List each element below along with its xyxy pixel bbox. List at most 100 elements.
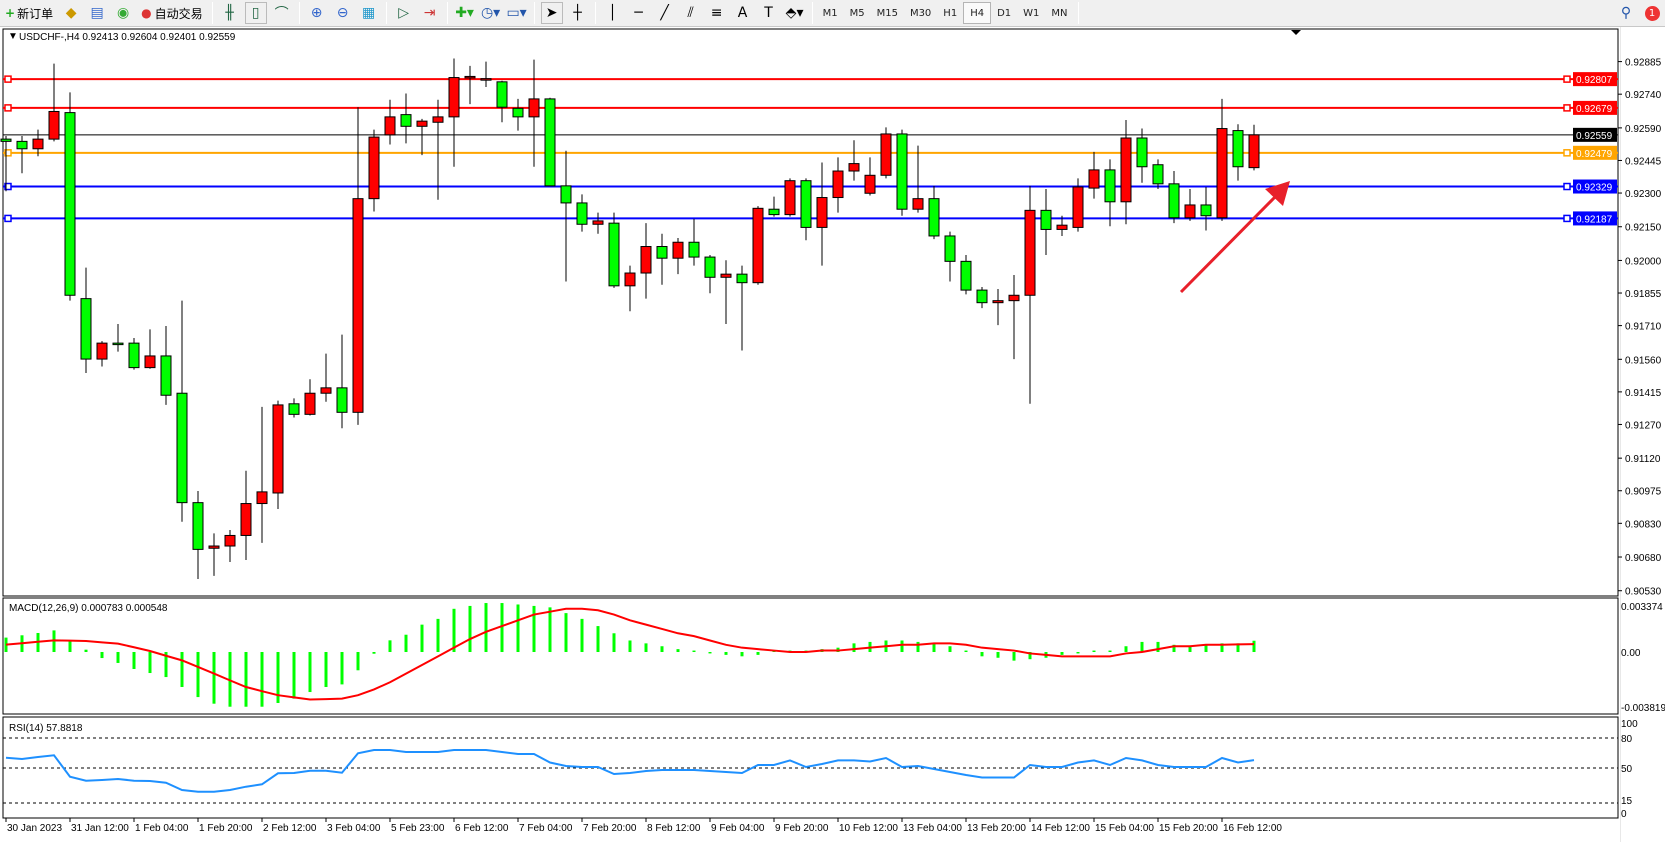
macd-histogram-bar	[564, 613, 568, 652]
rsi-tick-label: 0	[1621, 809, 1627, 820]
timeframe-d1[interactable]: D1	[997, 7, 1012, 19]
price-tick-label: 0.91270	[1625, 420, 1662, 431]
cursor-icon[interactable]: ➤	[540, 2, 563, 24]
macd-histogram-bar	[1060, 652, 1064, 655]
main-price-pane[interactable]	[2, 28, 1619, 597]
time-label: 3 Feb 04:00	[327, 823, 381, 834]
macd-histogram-bar	[1156, 641, 1160, 652]
candle	[64, 92, 76, 301]
timeframe-m5[interactable]: M5	[849, 7, 865, 19]
time-label: 7 Feb 20:00	[583, 823, 637, 834]
candle	[1024, 185, 1036, 404]
fibonacci-channel-icon[interactable]: ⫽	[687, 5, 694, 21]
timeframe-mn[interactable]: MN	[1051, 7, 1068, 19]
scroll-gutter	[1620, 27, 1665, 842]
level-handle[interactable]	[1563, 104, 1571, 112]
divider	[298, 2, 300, 24]
level-handle[interactable]	[4, 182, 12, 191]
indicators-icon[interactable]: ✚▾	[455, 5, 474, 21]
macd-histogram-bar	[340, 652, 344, 685]
price-tick-label: 0.92150	[1625, 223, 1662, 234]
macd-tick-label: 0.003374	[1621, 602, 1663, 613]
level-handle[interactable]	[4, 104, 12, 112]
candle-body	[144, 355, 156, 369]
zoom-in-icon[interactable]: ⊕	[310, 5, 323, 21]
macd-histogram-bar	[756, 652, 760, 655]
macd-histogram-bar	[244, 652, 248, 707]
notifications-button[interactable]: 1	[1641, 2, 1663, 24]
macd-histogram-bar	[500, 603, 504, 652]
macd-histogram-bar	[4, 637, 8, 652]
candle	[432, 99, 444, 200]
candle	[1104, 159, 1116, 227]
line-chart-icon[interactable]: ⌒	[274, 6, 289, 22]
candle-body	[432, 116, 444, 123]
candle	[720, 260, 732, 325]
candlestick-icon[interactable]: ▯	[244, 2, 267, 24]
timeframe-m30[interactable]: M30	[909, 7, 932, 19]
candle-body	[544, 98, 556, 187]
timeframe-h4[interactable]: H4	[963, 2, 992, 24]
tile-windows-icon[interactable]: ▦	[361, 5, 376, 21]
level-handle[interactable]	[4, 75, 12, 83]
level-handle[interactable]	[1563, 214, 1571, 223]
auto-scroll-icon[interactable]: ▷	[398, 5, 409, 21]
macd-histogram-bar	[164, 652, 168, 678]
time-label: 6 Feb 12:00	[455, 823, 509, 834]
market-watch-icon[interactable]: ◆	[65, 5, 77, 21]
rsi-line	[5, 749, 1255, 793]
macd-histogram-bar	[932, 643, 936, 652]
templates-icon[interactable]: ▭▾	[506, 5, 527, 21]
level-handle[interactable]	[1563, 182, 1571, 191]
candle	[672, 237, 684, 275]
level-handle[interactable]	[4, 149, 12, 157]
macd-histogram-bar	[1188, 646, 1192, 652]
crosshair-icon[interactable]: ┼	[573, 5, 582, 21]
navigator-icon[interactable]: ▤	[90, 5, 104, 21]
price-tick-label: 0.92590	[1625, 124, 1662, 135]
signals-icon[interactable]: ◉	[116, 5, 130, 21]
horizontal-line-icon[interactable]: ─	[634, 5, 643, 21]
candle	[144, 329, 156, 369]
new-order-button[interactable]: + 新订单	[1, 2, 57, 25]
candle-body	[1152, 164, 1164, 185]
candle	[880, 127, 892, 179]
fibonacci-icon[interactable]: ≡	[710, 5, 723, 21]
timeframe-w1[interactable]: W1	[1023, 7, 1040, 19]
chart-shift-marker-icon[interactable]	[1291, 30, 1301, 35]
macd-histogram-bar	[68, 640, 72, 652]
level-handle[interactable]	[1563, 149, 1571, 157]
zoom-out-icon[interactable]: ⊖	[336, 5, 349, 21]
macd-histogram-bar	[996, 652, 1000, 658]
candle-body	[48, 110, 60, 140]
timeframe-m1[interactable]: M1	[822, 7, 838, 19]
candle	[48, 63, 60, 142]
price-level-value: 0.92187	[1576, 214, 1613, 225]
candle	[992, 288, 1004, 326]
auto-trading-button[interactable]: ● 自动交易	[137, 2, 207, 25]
arrows-icon[interactable]: ⬘▾	[785, 5, 804, 21]
periods-clock-icon[interactable]: ◷▾	[480, 5, 501, 21]
level-handle[interactable]	[4, 214, 12, 223]
text-icon[interactable]: A	[737, 5, 748, 21]
trendline-icon[interactable]: ╱	[660, 5, 669, 21]
chart-shift-icon[interactable]: ⇥	[423, 5, 436, 21]
macd-histogram-bar	[948, 646, 952, 652]
divider	[533, 2, 535, 24]
bar-chart-icon[interactable]: ╫	[225, 5, 234, 21]
vertical-line-icon[interactable]: │	[608, 5, 617, 21]
timeframe-h1[interactable]: H1	[943, 7, 958, 19]
time-label: 15 Feb 20:00	[1159, 823, 1218, 834]
level-handle[interactable]	[1563, 75, 1571, 83]
search-icon[interactable]: ⚲	[1620, 5, 1632, 21]
chart-header: USDCHF-,H4 0.92413 0.92604 0.92401 0.925…	[19, 32, 236, 43]
macd-histogram-bar	[980, 652, 984, 657]
annotation-arrow[interactable]	[1179, 194, 1278, 294]
macd-histogram-bar	[276, 652, 280, 703]
candle-body	[1008, 294, 1020, 302]
arrow-head-icon	[1265, 181, 1290, 206]
timeframe-m15[interactable]: M15	[876, 7, 898, 19]
candle-body	[416, 120, 428, 127]
text-label-icon[interactable]: T	[764, 5, 773, 21]
